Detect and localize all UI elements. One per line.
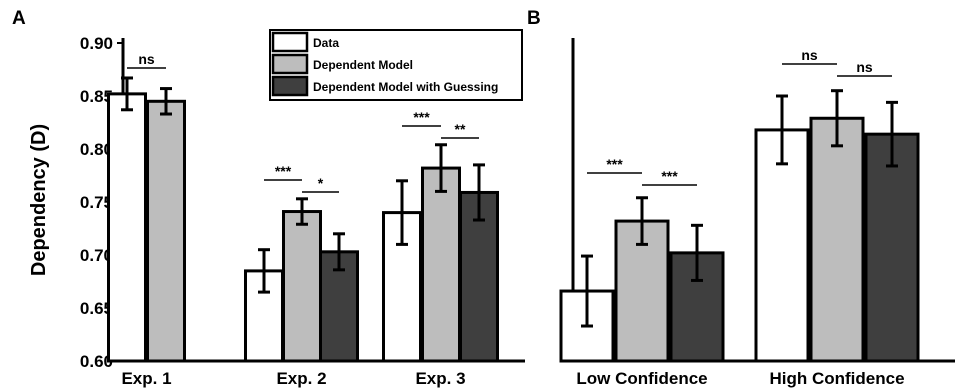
category-label: Low Confidence <box>576 369 707 388</box>
y-tick-label: 0.70 <box>80 246 113 265</box>
significance-label: *** <box>413 109 430 125</box>
legend-label: Dependent Model with Guessing <box>313 80 498 94</box>
category-label: Exp. 3 <box>415 369 465 388</box>
significance-label: ns <box>801 47 818 63</box>
significance-label: ns <box>856 59 873 75</box>
category-label: Exp. 2 <box>276 369 326 388</box>
significance-label: ** <box>455 121 466 137</box>
category-label: Exp. 1 <box>121 369 171 388</box>
legend-label: Dependent Model <box>313 58 413 72</box>
y-tick-label: 0.90 <box>80 34 113 53</box>
bar <box>146 99 186 363</box>
panel-b: Low Confidence High Confidence *** *** ns ns <box>559 38 955 388</box>
y-axis-label: Dependency (D) <box>28 124 50 276</box>
significance-label: * <box>318 175 324 191</box>
panel-label-b: B <box>527 8 541 29</box>
legend-swatch <box>271 31 309 53</box>
bar <box>809 116 865 363</box>
y-tick-label: 0.75 <box>80 193 113 212</box>
bar <box>107 92 147 363</box>
significance-label: ns <box>138 51 155 67</box>
legend: Data Dependent Model Dependent Model with … <box>269 29 523 101</box>
bar <box>282 210 322 363</box>
panel-a: 0.90 0.85 0.80 0.75 0.70 0.65 0.60 Exp. 1 Exp. 2… <box>80 34 525 388</box>
panel-label-a: A <box>12 8 26 29</box>
bar <box>754 128 810 363</box>
legend-swatch <box>271 53 309 75</box>
legend-box <box>269 29 523 101</box>
category-label: High Confidence <box>769 369 904 388</box>
bar <box>421 166 461 363</box>
y-tick-label: 0.65 <box>80 299 113 318</box>
bar <box>864 132 920 363</box>
significance-label: *** <box>661 168 678 184</box>
y-tick-label: 0.85 <box>80 87 113 106</box>
significance-label: *** <box>606 156 623 172</box>
legend-swatch <box>271 75 309 97</box>
significance-label: *** <box>275 163 292 179</box>
legend-label: Data <box>313 36 339 50</box>
y-tick-label: 0.60 <box>80 352 113 371</box>
y-tick-label: 0.80 <box>80 140 113 159</box>
